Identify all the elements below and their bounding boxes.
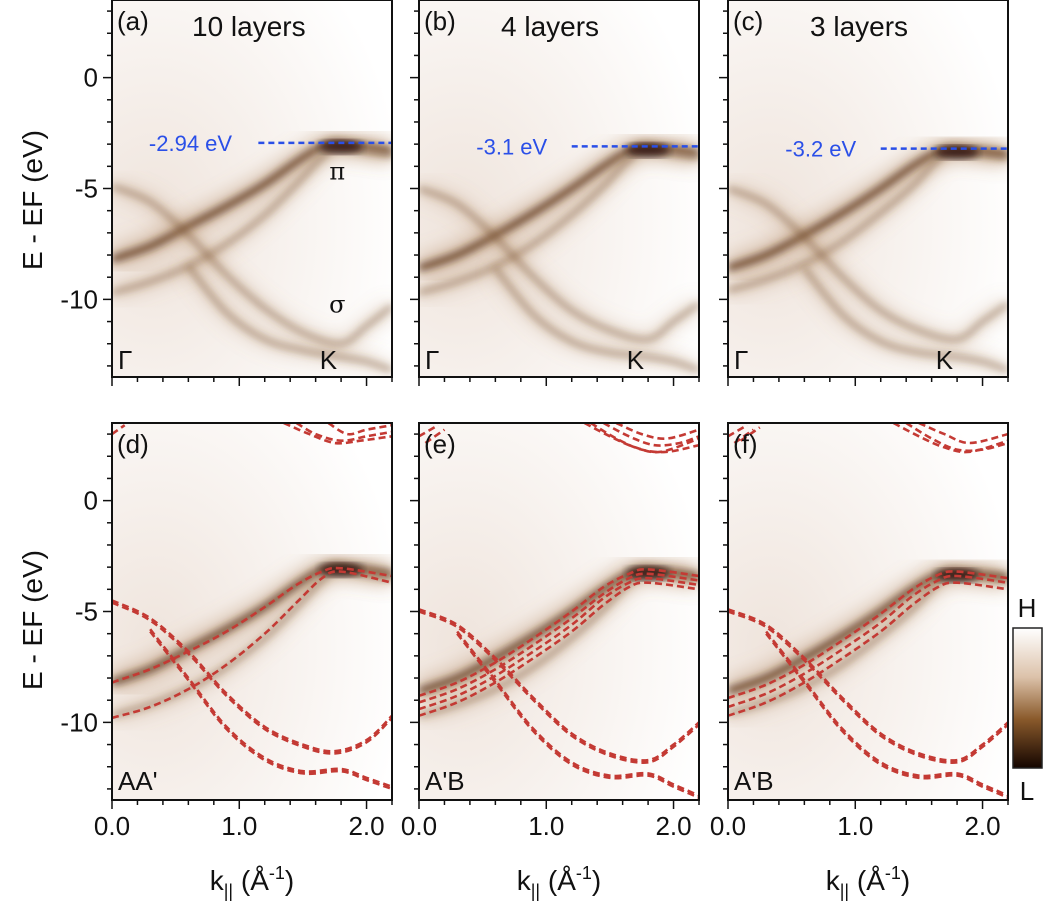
k-point-label: K [627,345,645,375]
y-axis-title-bottom: E - EF (eV) [17,550,48,690]
calc-band-2 [728,610,1008,764]
calc-band-7 [456,630,699,797]
colorbar: H L [1012,593,1043,806]
panel-title: 10 layers [192,11,306,42]
gamma-point-label: Γ [118,345,132,375]
panel-label: (e) [424,429,456,459]
panel-plot-area [419,135,699,377]
calc-band-12 [905,423,1008,453]
calc-band-3 [728,570,1008,700]
colorbar-low-label: L [1020,776,1034,806]
x-tick-label: 0.0 [710,811,746,841]
calc-band-10 [327,423,392,436]
exp-band-4 [802,266,1008,373]
calc-band-4 [419,572,699,704]
k-point-label: K [936,345,954,375]
x-tick-label: 0.0 [401,811,437,841]
panel-c: -3.2 eV (c) 3 layers Γ K [719,0,1009,386]
stacking-label: AA' [118,766,158,796]
y-axis-title-top: E - EF (eV) [17,130,48,270]
panel-label: (d) [117,429,149,459]
k-point-label: K [320,345,338,375]
calc-band-9 [295,423,392,443]
x-tick-label: 2.0 [964,811,1000,841]
panel-title: 4 layers [501,11,599,42]
calc-band-13 [602,423,699,447]
y-tick-label: -10 [60,284,98,314]
panel-title: 3 layers [810,11,908,42]
x-axis-title: k|| (Å-1) [210,863,294,901]
x-tick-label: 1.0 [837,811,873,841]
y-tick-label: -5 [75,174,98,204]
calc-band-12 [590,423,699,454]
vbm-label: -2.94 eV [149,131,232,156]
exp-band-3 [112,183,392,347]
calc-band-5 [149,628,392,788]
x-tick-label: 0.0 [94,811,130,841]
x-tick-label: 2.0 [348,811,384,841]
calc-band-9 [733,428,755,445]
calc-band-7 [765,632,1008,799]
exp-band-4 [493,266,699,373]
calc-band-5 [419,576,699,711]
panel-plot-area [419,423,699,799]
panel-label: (b) [424,6,456,36]
panel-b: -3.1 eV (b) 4 layers Γ K [410,0,700,386]
panel-e: 0.0 1.0 2.0 k|| (Å-1) (e) A'B [401,422,700,901]
calc-band-1 [728,608,1008,762]
calc-band-8 [728,424,748,438]
sigma-band-label: σ [329,291,345,319]
calc-band-8 [456,632,699,799]
x-axis-title: k|| (Å-1) [517,863,601,901]
calc-band-13 [918,423,1008,445]
vbm-label: -3.2 eV [785,137,856,162]
calc-band-4 [728,574,1008,709]
panel-f: 0.0 1.0 2.0 k|| (Å-1) (f) A'B [710,422,1009,901]
exp-band-4 [186,264,392,373]
colorbar-high-label: H [1018,593,1037,623]
calc-band-3 [419,568,699,698]
calc-band-10 [424,428,446,445]
y-tick-label: -10 [60,707,98,737]
panel-d: 0.0 1.0 2.0 k|| (Å-1) 0 -5 -10 (d) AA' [60,422,393,901]
calc-band-1 [112,599,392,753]
x-tick-label: 2.0 [655,811,691,841]
panels-group: -2.94 eV 0 -5 -10 (a) 10 layers Γ Kπ σ -3.1 eV (b)… [60,0,1009,901]
panel-label: (a) [117,6,149,36]
y-tick-label: -5 [75,597,98,627]
vbm-label: -3.1 eV [476,134,547,159]
exp-band-3 [419,186,699,343]
calc-band-10 [739,426,761,442]
calc-band-6 [149,630,392,791]
gamma-point-label: Γ [425,345,439,375]
x-tick-label: 1.0 [528,811,564,841]
panel-label: (c) [733,6,763,36]
y-tick-label: 0 [84,486,98,516]
calc-band-9 [419,424,439,438]
colorbar-gradient [1012,627,1043,769]
stacking-label: A'B [734,766,774,796]
calc-band-6 [765,630,1008,797]
calc-band-2 [419,610,699,764]
calc-band-14 [615,423,699,440]
calc-band-1 [419,608,699,762]
panel-label: (f) [733,429,758,459]
exp-band-3 [728,186,1008,343]
panel-plot-area [112,423,392,791]
pi-band-label: π [329,158,345,186]
panel-a: -2.94 eV 0 -5 -10 (a) 10 layers Γ Kπ σ [60,0,393,386]
calc-band-8 [283,423,392,445]
stacking-label: A'B [425,766,465,796]
calc-band-3 [112,566,392,684]
calc-band-4 [112,570,392,720]
calc-band-2 [112,601,392,755]
y-tick-label: 0 [84,63,98,93]
x-axis-title: k|| (Å-1) [826,863,910,901]
gamma-point-label: Γ [734,345,748,375]
panel-plot-area [728,137,1008,377]
x-tick-label: 1.0 [221,811,257,841]
panel-plot-area [728,423,1008,799]
